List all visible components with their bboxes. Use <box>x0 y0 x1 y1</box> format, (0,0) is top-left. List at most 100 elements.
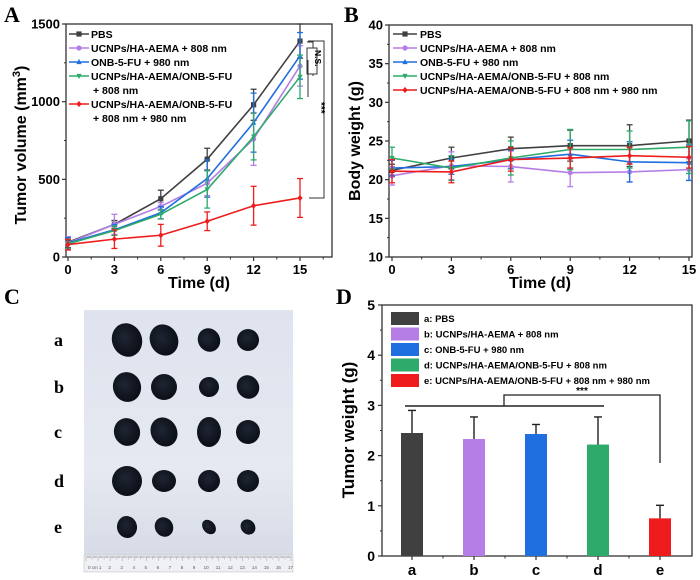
data-point <box>251 202 257 209</box>
data-point <box>627 152 633 159</box>
y-tick-label: 10 <box>369 250 383 265</box>
ruler-body <box>83 554 294 573</box>
y-axis-label: Tumor weight (g) <box>339 362 358 499</box>
data-point <box>65 241 71 248</box>
legend-swatch <box>391 343 419 356</box>
row-label-a: a <box>54 330 63 350</box>
chart-tumor-weight: 0 1 2 3 4 5 a b c d e a: PBS b: UCNPs/HA-AEMA + 80… <box>339 297 693 579</box>
legend-swatch <box>391 358 419 372</box>
legend-label: UCNPs/HA-AEMA/ONB-5-FU + 808 nm <box>420 71 609 83</box>
x-tick-label: 12 <box>622 262 636 277</box>
y-tick-label: 1500 <box>31 17 60 32</box>
x-tick-label: 9 <box>204 262 211 277</box>
tumor <box>237 470 259 492</box>
legend-marker <box>76 58 82 65</box>
legend-item: a: PBS <box>391 312 455 325</box>
legend-label: c: ONB-5-FU + 980 nm <box>424 345 524 356</box>
y-tick-label: 30 <box>369 95 383 110</box>
y-tick-label: 1 <box>367 498 375 514</box>
data-point <box>297 74 303 80</box>
legend-label: b: UCNPs/HA-AEMA + 808 nm <box>424 330 559 341</box>
bar-group-e: e <box>649 504 671 579</box>
data-point <box>158 212 164 218</box>
legend-label: a: PBS <box>424 314 455 325</box>
triple-star-label: *** <box>576 386 588 397</box>
significance-bracket: *** <box>405 386 661 463</box>
x-axis-label: Time (d) <box>509 275 571 292</box>
legend-item: d: UCNPs/HA-AEMA/ONB-5-FU + 808 nm <box>391 358 607 372</box>
x-tick-label: 9 <box>567 262 574 277</box>
legend-marker <box>402 86 408 94</box>
tumor <box>202 519 216 535</box>
tumor <box>112 372 142 402</box>
legend-marker <box>76 100 82 108</box>
legend-label: UCNPs/HA-AEMA/ONB-5-FU <box>91 99 232 111</box>
x-tick-label: e <box>656 562 664 579</box>
bar-group-a: a <box>401 409 444 579</box>
x-tick-label: 12 <box>246 262 260 277</box>
tumor <box>111 323 143 357</box>
series-line <box>67 197 301 246</box>
y-tick-label: 3 <box>367 397 375 413</box>
x-tick-label: 15 <box>682 262 696 277</box>
x-tick-label: 6 <box>157 262 164 277</box>
chart-tumor-volume: 0 500 1000 1500 0 3 6 9 12 15 PBS UCNPs/HA-AEMA +… <box>11 17 333 292</box>
ruler: 0 cm 1 2 3 4 5 6 7 8 9 10 11 12 13 14 15 16 17 <box>83 554 294 573</box>
series-line <box>391 146 690 169</box>
triple-star-bracket <box>308 40 325 199</box>
panel-letter-b: B <box>344 2 359 27</box>
legend-swatch <box>391 374 419 387</box>
ruler-label: 13 <box>240 565 246 570</box>
ruler-label: 8 <box>181 565 184 570</box>
data-point <box>508 156 514 163</box>
legend-marker <box>402 45 408 51</box>
tumor-photo: 0 cm 1 2 3 4 5 6 7 8 9 10 11 12 13 14 15 16 17 a b c d e <box>54 310 294 573</box>
tumor <box>154 517 174 537</box>
series-4 <box>389 145 692 184</box>
legend-item: e: UCNPs/HA-AEMA/ONB-5-FU + 808 nm + 980… <box>391 374 650 387</box>
bar <box>587 444 609 556</box>
tumor <box>197 328 221 352</box>
y-tick-label: 1000 <box>31 94 60 109</box>
y-tick-label: 20 <box>369 172 383 187</box>
y-tick-label: 15 <box>369 211 383 226</box>
tumor <box>151 374 177 400</box>
ruler-label: 7 <box>169 565 172 570</box>
ruler-label: 10 <box>204 565 210 570</box>
tumor <box>150 417 178 447</box>
legend-label: UCNPs/HA-AEMA + 808 nm <box>91 43 227 55</box>
legend-marker <box>76 73 82 80</box>
x-tick-label: a <box>408 562 417 579</box>
legend-marker <box>76 45 82 51</box>
panel-letter-a: A <box>4 2 20 27</box>
legend-label: + 808 nm + 980 nm <box>93 113 186 125</box>
series-4 <box>65 177 303 251</box>
y-tick-label: 0 <box>53 250 60 265</box>
legend-item: b: UCNPs/HA-AEMA + 808 nm <box>391 327 559 341</box>
legend-label: ONB-5-FU + 980 nm <box>91 57 189 69</box>
series-line <box>67 55 301 244</box>
legend-item: UCNPs/HA-AEMA/ONB-5-FU + 808 nm + 980 nm <box>69 99 232 125</box>
tumor <box>199 377 219 397</box>
legend-item: ONB-5-FU + 980 nm <box>69 57 189 69</box>
y-axis-label: Body weight (g) <box>347 81 364 201</box>
tumor <box>113 418 141 446</box>
bar <box>525 434 547 556</box>
tumor <box>116 516 138 538</box>
ruler-label: 9 <box>193 565 196 570</box>
ruler-label: 16 <box>276 565 282 570</box>
tumor <box>236 375 260 399</box>
series-line <box>391 154 690 173</box>
legend-swatch <box>391 327 419 341</box>
x-tick-label: 3 <box>111 262 118 277</box>
data-point <box>111 236 117 243</box>
data-point <box>158 232 164 239</box>
legend-label: UCNPs/HA-AEMA/ONB-5-FU + 808 nm + 980 nm <box>420 85 657 97</box>
x-tick-label: 0 <box>64 262 71 277</box>
significance-brackets: N.S. *** <box>306 40 326 199</box>
tumor <box>112 466 142 496</box>
x-tick-label: c <box>532 562 540 579</box>
row-label-d: d <box>54 471 64 491</box>
legend-item: UCNPs/HA-AEMA + 808 nm <box>393 43 556 55</box>
data-point <box>251 134 257 140</box>
